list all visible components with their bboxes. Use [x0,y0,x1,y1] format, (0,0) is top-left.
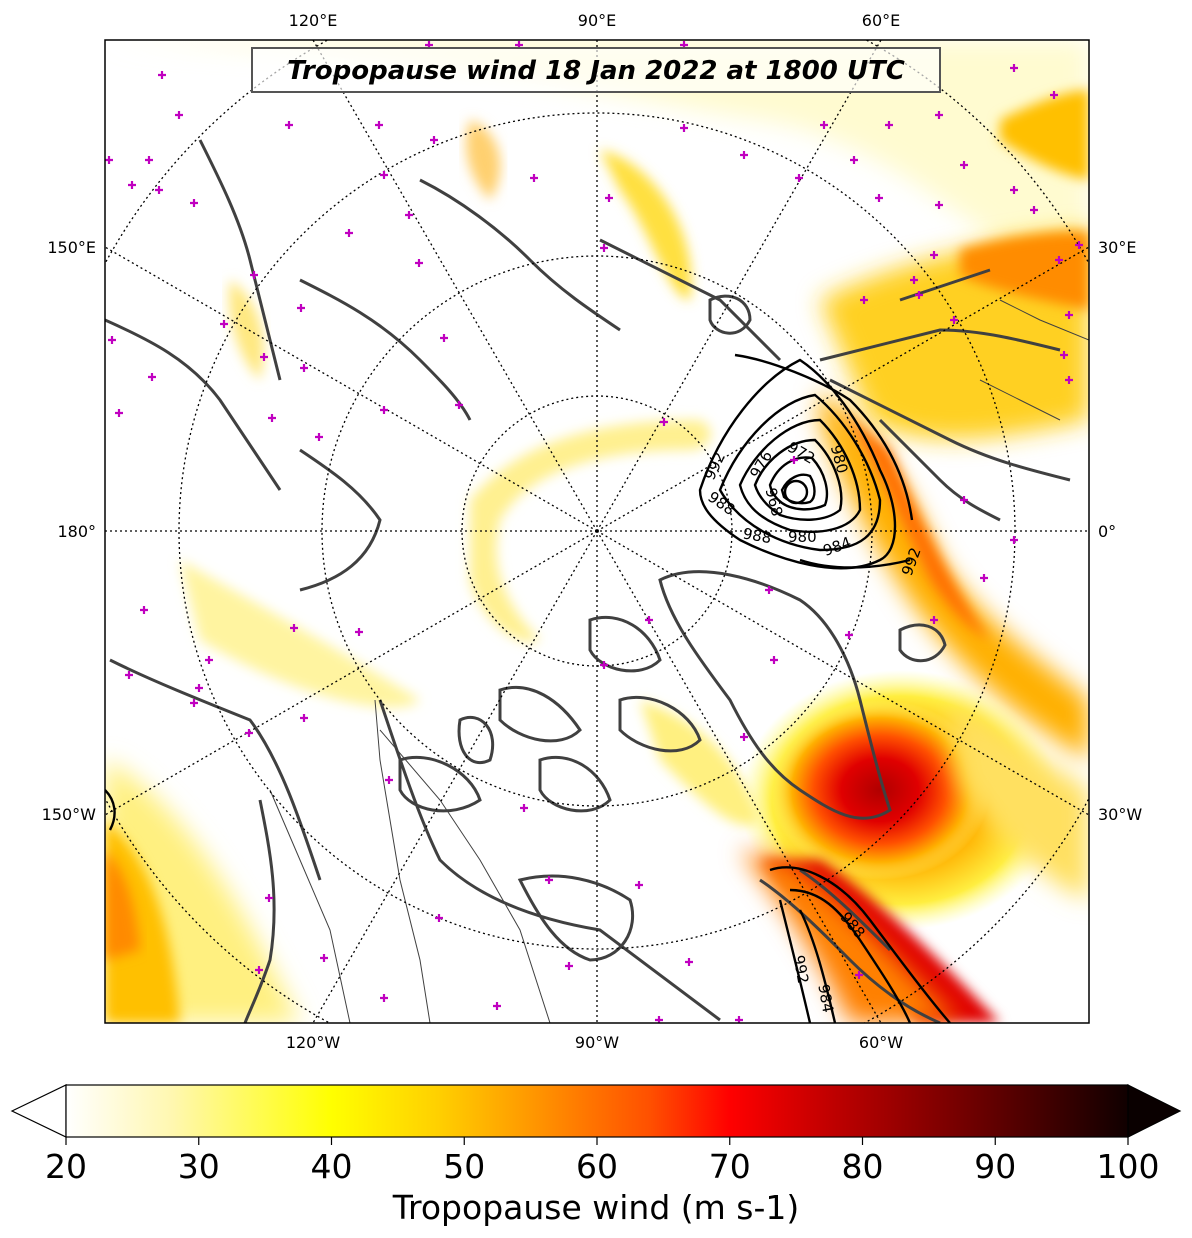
lon-label-bottom: 90°W [575,1033,619,1052]
lon-label-top: 90°E [578,11,616,30]
lon-label-right: 30°E [1098,238,1136,257]
colorbar-tick-label: 100 [1097,1147,1160,1186]
lon-label-top: 120°E [289,11,338,30]
contour-label: 984 [814,983,837,1014]
lon-label-top: 60°E [862,11,900,30]
coastlines [105,139,1071,1023]
colorbar-tick-label: 50 [443,1147,485,1186]
station-markers [105,41,1083,1023]
colorbar-gradient [66,1085,1128,1137]
map-title: Tropopause wind 18 Jan 2022 at 1800 UTC [287,56,905,86]
contour-label: 988 [741,524,772,547]
colorbar-tick-label: 90 [974,1147,1016,1186]
map-panel: 992 976 972 980 968 988 988 980 984 992 … [104,39,1090,1024]
lon-label-bottom: 60°W [859,1033,903,1052]
lon-label-left: 150°W [42,805,97,824]
lon-label-bottom: 120°W [286,1033,341,1052]
lon-label-left: 180° [57,522,96,541]
colorbar-tick-label: 80 [842,1147,884,1186]
lon-label-right: 30°W [1098,805,1142,824]
longitude-labels: 120°E 90°E 60°E 120°W 90°W 60°W 150°E 18… [42,11,1143,1052]
contour-label: 992 [789,954,812,985]
colorbar-tick-label: 40 [311,1147,353,1186]
map-frame [104,39,1090,1024]
colorbar-tick-label: 20 [45,1147,87,1186]
lon-label-left: 150°E [47,238,96,257]
pressure-contours [105,353,951,1023]
colorbar-ticks: 20 30 40 50 60 70 80 90 100 [45,1137,1160,1186]
colorbar-max-arrow [1127,1084,1182,1138]
colorbar-tick-label: 70 [709,1147,751,1186]
lon-label-right: 0° [1098,522,1116,541]
title-box: Tropopause wind 18 Jan 2022 at 1800 UTC [251,47,941,93]
colorbar-label: Tropopause wind (m s-1) [392,1188,800,1227]
contour-label: 980 [788,528,817,546]
borders [269,299,1089,1023]
colorbar: 20 30 40 50 60 70 80 90 100 Tropopause wind (m s… [10,1084,1182,1227]
colorbar-min-arrow [10,1084,67,1138]
colorbar-tick-label: 30 [178,1147,220,1186]
colorbar-tick-label: 60 [576,1147,618,1186]
